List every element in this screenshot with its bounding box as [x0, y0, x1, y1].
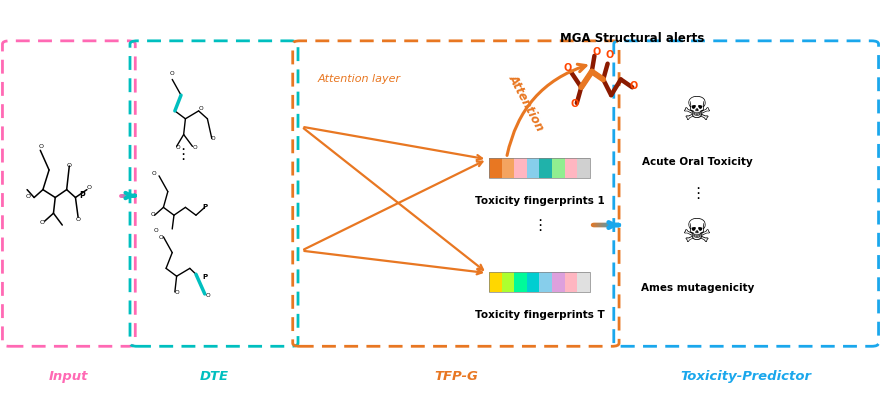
Text: Toxicity fingerprints 1: Toxicity fingerprints 1: [475, 196, 604, 205]
Bar: [527, 272, 539, 292]
Text: O: O: [152, 171, 156, 177]
Bar: [552, 272, 565, 292]
Text: O: O: [571, 99, 579, 109]
Bar: [515, 272, 527, 292]
Text: P: P: [79, 192, 85, 200]
Bar: [489, 158, 590, 178]
Bar: [489, 272, 590, 292]
Text: O: O: [593, 47, 601, 57]
Text: O: O: [170, 71, 174, 76]
Text: O: O: [564, 63, 572, 73]
Text: Input: Input: [49, 370, 89, 383]
Text: Attention: Attention: [507, 73, 547, 134]
Text: Toxicity-Predictor: Toxicity-Predictor: [681, 370, 811, 383]
Bar: [577, 272, 590, 292]
Text: O: O: [67, 163, 72, 168]
Bar: [539, 158, 552, 178]
Bar: [515, 158, 527, 178]
Text: O: O: [86, 185, 91, 190]
Bar: [552, 158, 565, 178]
Text: O: O: [174, 290, 179, 295]
Text: Attention layer: Attention layer: [317, 74, 401, 85]
Text: O: O: [76, 216, 80, 222]
Bar: [489, 158, 501, 178]
Text: O: O: [175, 145, 180, 150]
Text: O: O: [159, 235, 163, 240]
Bar: [577, 158, 590, 178]
Text: O: O: [605, 50, 613, 60]
Text: O: O: [199, 106, 204, 111]
Text: TFP-G: TFP-G: [434, 370, 478, 383]
Text: ☠: ☠: [683, 94, 712, 128]
Bar: [501, 272, 515, 292]
Text: O: O: [154, 228, 159, 233]
Text: Acute Oral Toxicity: Acute Oral Toxicity: [642, 157, 752, 167]
Text: P: P: [203, 204, 207, 210]
Text: O: O: [630, 81, 638, 91]
Text: O: O: [193, 145, 197, 150]
Text: ⋮: ⋮: [690, 186, 705, 201]
Text: O: O: [211, 136, 215, 141]
Text: ⋮: ⋮: [532, 218, 547, 233]
Bar: [527, 158, 539, 178]
Text: O: O: [151, 212, 155, 216]
Bar: [539, 272, 552, 292]
Text: O: O: [26, 194, 31, 199]
Text: O: O: [39, 144, 44, 149]
Text: ☠: ☠: [683, 216, 712, 249]
Text: Ames mutagenicity: Ames mutagenicity: [640, 283, 754, 293]
Text: O: O: [206, 293, 211, 297]
Bar: [565, 158, 577, 178]
Text: Toxicity fingerprints T: Toxicity fingerprints T: [475, 310, 604, 320]
Text: MGA Structural alerts: MGA Structural alerts: [560, 32, 705, 45]
Bar: [565, 272, 577, 292]
Bar: [501, 158, 515, 178]
Text: ⋮: ⋮: [175, 147, 190, 162]
Text: P: P: [203, 274, 207, 280]
Text: DTE: DTE: [199, 370, 228, 383]
Text: O: O: [40, 220, 45, 225]
Bar: [489, 272, 501, 292]
